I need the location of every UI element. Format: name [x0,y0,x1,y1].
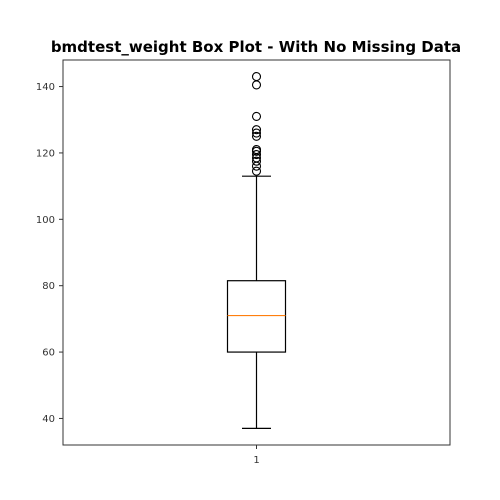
y-axis: 40 60 80 100 120 140 [36,82,63,425]
outlier-point [251,111,262,121]
y-tick-label: 140 [36,82,55,93]
y-tick-label: 100 [36,215,55,226]
chart-title: bmdtest_weight Box Plot - With No Missin… [51,38,461,56]
box-series [226,72,287,430]
outlier-point [251,145,262,155]
outlier-point [251,128,262,138]
outlier-point [251,72,262,82]
y-tick-label: 120 [36,148,55,159]
iqr-box [226,280,287,353]
outlier-point [251,150,262,160]
outlier-point [251,166,262,176]
x-axis: 1 [253,445,260,466]
outlier-point [251,131,262,141]
y-tick-label: 40 [42,414,55,425]
x-tick-label: 1 [253,455,259,466]
outlier-point [251,125,262,135]
y-tick-label: 80 [42,281,55,292]
y-tick-label: 60 [42,348,55,359]
outlier-point [251,156,262,166]
outlier-point [251,80,262,90]
